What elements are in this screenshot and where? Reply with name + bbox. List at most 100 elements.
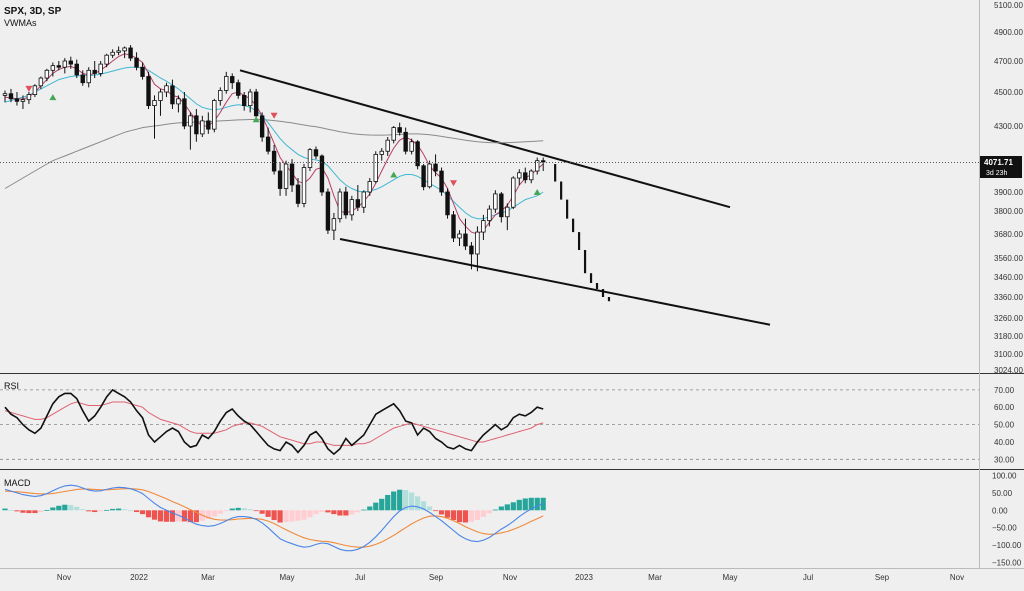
candle-body: [122, 47, 127, 52]
candle: [289, 159, 295, 192]
candle-body: [128, 47, 133, 59]
candle-body: [301, 167, 307, 204]
candle-body: [481, 220, 486, 233]
price-tick-label: 3180.00: [994, 332, 1023, 341]
candle: [134, 52, 139, 71]
macd-histogram-bar: [468, 510, 475, 522]
candle: [421, 164, 426, 191]
candle-body: [44, 69, 50, 79]
down-arrow: [450, 180, 457, 187]
current-price-countdown: 3d 23h: [986, 170, 1008, 177]
candle-body: [98, 63, 103, 74]
candle: [433, 154, 438, 177]
candle: [122, 46, 127, 59]
candle-body: [218, 90, 223, 101]
macd-histogram-bar: [62, 504, 68, 511]
candle: [409, 138, 414, 155]
candle: [188, 112, 193, 150]
candle: [230, 73, 235, 89]
macd-histogram-bar: [510, 502, 516, 511]
candle: [14, 92, 20, 106]
macd-histogram-bar: [56, 505, 62, 511]
time-tick-label: May: [722, 573, 737, 582]
candle-body: [337, 191, 343, 220]
candle-body: [200, 120, 205, 135]
time-tick-label: 2023: [575, 573, 593, 582]
macd-histogram-bar: [8, 509, 14, 511]
candle-body: [182, 98, 187, 127]
candle: [445, 188, 450, 219]
candle-body: [319, 155, 325, 193]
macd-histogram-bar: [163, 510, 170, 522]
candle: [110, 49, 115, 59]
candle: [475, 226, 480, 272]
candle: [265, 127, 271, 155]
candle-body: [529, 170, 534, 181]
symbol-title[interactable]: SPX, 3D, SP: [4, 6, 62, 17]
macd-histogram-bar: [116, 508, 122, 511]
macd-histogram-bar: [397, 489, 403, 511]
macd-histogram-bar: [187, 510, 193, 523]
trend-channel[interactable]: [239, 69, 771, 326]
channel-lower-line: [339, 238, 771, 326]
current-price-tag[interactable]: 4071.71 3d 23h: [980, 156, 1022, 178]
macd-tick-label: 50.00: [992, 489, 1013, 498]
rsi-title[interactable]: RSI: [4, 381, 19, 391]
macd-histogram-bar: [20, 510, 26, 513]
macd-histogram-bar: [379, 498, 385, 511]
projected-path[interactable]: [554, 164, 611, 302]
candle-body: [517, 172, 522, 179]
macd-histogram-bar: [426, 506, 433, 511]
candle-body: [164, 85, 169, 93]
macd-signal-line: [4, 488, 544, 548]
macd-title[interactable]: MACD: [4, 478, 31, 488]
macd-histogram-bar: [277, 510, 283, 523]
candle: [20, 95, 26, 109]
candle: [415, 140, 420, 170]
price-axis[interactable]: 5100.00 4900.00 4700.00 4500.00 4300.00 3900.…: [994, 1, 1023, 375]
candle-body: [487, 208, 492, 221]
candle: [32, 84, 38, 98]
rsi-axis[interactable]: 70.00 60.00 50.00 40.00 30.00: [994, 386, 1015, 464]
candle-body: [110, 51, 115, 56]
candle: [295, 178, 301, 208]
candle: [176, 95, 181, 113]
macd-histogram-bar: [139, 510, 146, 515]
candle-body: [224, 76, 229, 91]
up-arrow: [390, 171, 398, 178]
candle-body: [14, 98, 20, 102]
macd-histogram-bar: [289, 510, 295, 522]
candle-body: [283, 163, 289, 189]
candle: [367, 178, 372, 196]
candle: [140, 62, 145, 80]
candle-body: [523, 172, 528, 181]
macd-histogram-bar: [110, 508, 116, 511]
macd-histogram-bar: [122, 509, 128, 511]
signal-arrows: [25, 85, 541, 195]
candle: [313, 146, 319, 160]
rsi-line: [4, 388, 544, 456]
macd-histogram-bar: [74, 506, 80, 511]
candle: [62, 58, 67, 74]
macd-histogram-bar: [217, 510, 223, 514]
price-tick-label: 4300.00: [994, 122, 1023, 131]
candle-body: [433, 163, 438, 172]
candle: [26, 92, 32, 104]
macd-histogram-bar: [492, 509, 498, 511]
macd-axis[interactable]: 100.00 50.00 0.00 −50.00 −100.00 −150.00: [992, 471, 1022, 567]
candle: [463, 218, 468, 250]
indicator-title[interactable]: VWMAs: [4, 18, 37, 28]
time-axis[interactable]: Nov 2022 Mar May Jul Sep Nov 2023 Mar May Jul Sep No…: [57, 573, 964, 582]
candle: [283, 160, 289, 196]
candle-body: [325, 191, 331, 231]
candle: [146, 71, 151, 109]
candle-body: [367, 181, 372, 193]
macd-histogram-bar: [145, 510, 152, 518]
candle-body: [463, 233, 468, 247]
macd-histogram-bar: [355, 510, 361, 513]
up-arrow: [252, 116, 260, 123]
candle: [301, 164, 307, 208]
